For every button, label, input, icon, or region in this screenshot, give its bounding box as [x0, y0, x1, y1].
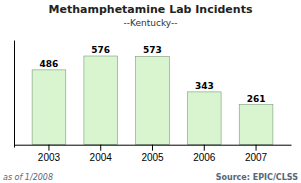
x-axis: 2003 2004 2005 2006 2007	[15, 145, 292, 163]
x-tick-mark	[256, 145, 257, 151]
subtitle: --Kentucky--	[124, 18, 178, 28]
data-label: 486	[40, 59, 59, 69]
bar	[84, 56, 118, 145]
chart: Methamphetamine Lab Incidents --Kentucky-…	[0, 0, 301, 183]
x-tick: 2006	[193, 145, 216, 163]
y-axis	[14, 41, 15, 148]
annotation: as of 1/2008	[3, 173, 53, 182]
bar	[136, 56, 170, 144]
x-tick-label: 2003	[38, 152, 61, 163]
x-tick: 2007	[245, 145, 268, 163]
x-tick-label: 2006	[193, 152, 216, 163]
plot: 2003 2004 2005 2006 2007 486 576 573 343 261	[15, 41, 292, 163]
data-labels: 486 576 573 343 261	[40, 45, 266, 103]
title: Methamphetamine Lab Incidents	[49, 3, 253, 16]
y-axis-line	[14, 41, 15, 148]
bars	[32, 56, 273, 145]
x-tick-mark	[100, 145, 101, 151]
bar	[187, 92, 221, 145]
data-label: 343	[195, 81, 214, 91]
x-tick-label: 2005	[141, 152, 164, 163]
x-tick-mark	[204, 145, 205, 151]
x-tick: 2004	[90, 145, 113, 163]
x-tick: 2005	[141, 145, 164, 163]
annotation: Source: EPIC/CLSS	[216, 173, 299, 182]
x-tick-mark	[48, 145, 49, 151]
x-tick: 2003	[38, 145, 61, 163]
bar	[32, 70, 66, 145]
data-label: 573	[143, 45, 162, 55]
x-tick-mark	[152, 145, 153, 151]
bar	[239, 105, 273, 145]
x-tick-label: 2007	[245, 152, 268, 163]
data-label: 576	[91, 45, 110, 55]
x-tick-label: 2004	[90, 152, 113, 163]
data-label: 261	[247, 94, 266, 104]
